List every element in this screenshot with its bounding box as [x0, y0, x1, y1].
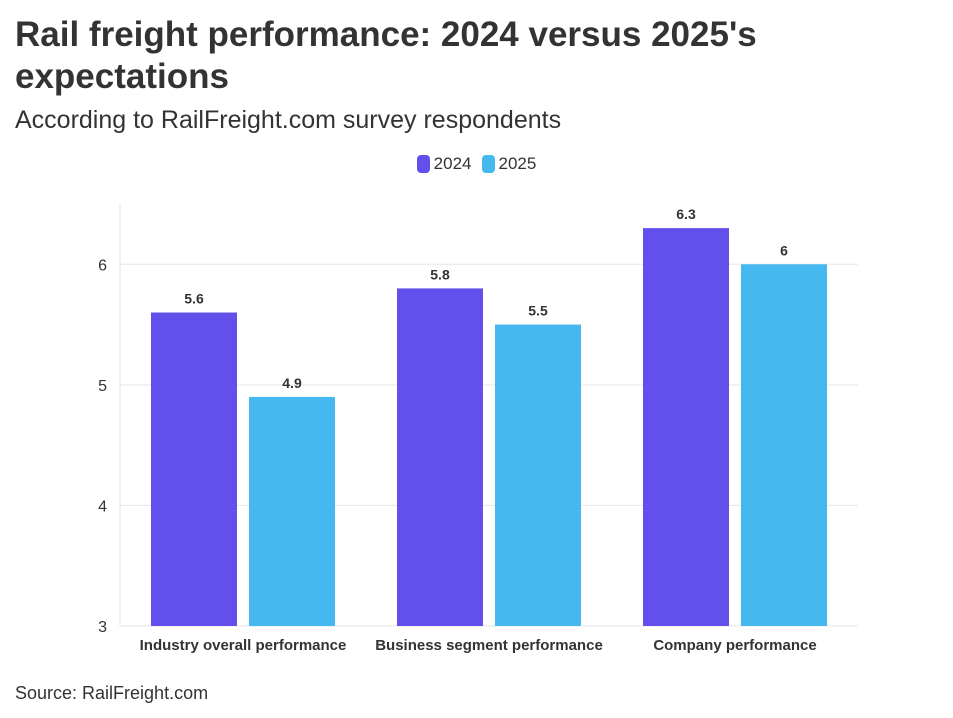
- legend-swatch-2025: [481, 155, 495, 173]
- y-tick-label-6: 6: [98, 257, 107, 274]
- legend-item-2024[interactable]: 2024: [416, 153, 472, 175]
- y-tick-label-3: 3: [98, 619, 107, 636]
- legend-item-2025[interactable]: 2025: [481, 153, 537, 175]
- bar-2025-3: [741, 264, 827, 626]
- data-label-2024-1: 5.6: [184, 291, 204, 307]
- legend-label-2025: 2025: [498, 154, 537, 173]
- bar-2025-2: [495, 324, 581, 626]
- legend-swatch-2024: [416, 155, 430, 173]
- data-label-2025-3: 6: [780, 242, 788, 258]
- data-label-2024-2: 5.8: [430, 266, 450, 282]
- data-label-2025-2: 5.5: [528, 303, 548, 319]
- legend-label-2024: 2024: [433, 154, 472, 173]
- y-tick-label-4: 4: [98, 498, 107, 515]
- chart-title: Rail freight performance: 2024 versus 20…: [15, 15, 757, 96]
- legend: 2024 2025: [0, 153, 953, 175]
- data-label-2024-3: 6.3: [676, 206, 696, 222]
- source-note: Source: RailFreight.com: [15, 683, 209, 703]
- bar-2024-2: [397, 288, 483, 626]
- bar-2024-1: [151, 312, 237, 626]
- x-category-label-1: Industry overall performance: [140, 637, 347, 654]
- bar-2025-1: [249, 396, 335, 626]
- chart-subtitle: According to RailFreight.com survey resp…: [15, 106, 562, 134]
- x-category-label-3: Company performance: [653, 637, 816, 654]
- data-label-2025-1: 4.9: [282, 375, 302, 391]
- x-category-label-2: Business segment performance: [375, 637, 603, 654]
- y-tick-label-5: 5: [98, 378, 107, 395]
- bar-2024-3: [643, 228, 729, 626]
